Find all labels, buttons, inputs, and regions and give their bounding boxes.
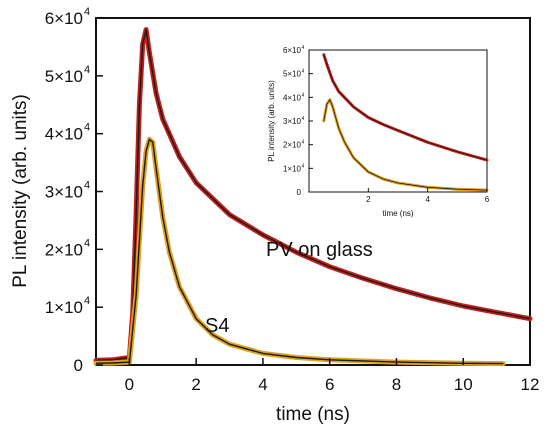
y-tick-label: 4×10 [283,93,302,102]
inset-ticks-layer: 2 4 601×10 42×10 43×10 44×10 45×10 46×10 4 [283,45,490,204]
y-tick-label: 0 [74,356,83,375]
y-tick-exponent: 4 [302,140,305,146]
main-series-layer [93,27,533,367]
y-tick-exponent: 4 [84,122,90,134]
fit-line-0 [95,28,531,362]
y-tick-label-group: 2×10 4 [283,140,305,150]
x-axis-title: time (ns) [276,404,350,425]
y-tick-label: 4×10 [45,125,83,144]
y-tick-label-group: 6×10 4 [283,45,305,55]
y-tick-label-group: 6×10 4 [45,6,90,28]
fit-line-1 [323,99,488,191]
annotation-pv-on-glass: PV on glass [266,239,373,261]
inset-y-axis-title: PL intensity (arb. units) [267,80,276,162]
y-tick-exponent: 4 [84,6,90,18]
y-tick-exponent: 4 [302,45,305,51]
y-tick-exponent: 4 [84,295,90,307]
y-tick-label-group: 4×10 4 [283,92,305,102]
y-tick-label: 1×10 [45,298,83,317]
y-tick-label: 2×10 [283,141,302,150]
x-tick-label: 0 [125,375,134,394]
y-tick-label-group: 3×10 4 [283,116,305,126]
y-axis-title: PL intensity (arb. units) [10,94,31,288]
y-tick-label-group: 0 [297,188,302,197]
y-tick-label: 1×10 [283,164,302,173]
y-tick-label: 2×10 [45,240,83,259]
y-tick-label: 6×10 [45,9,83,28]
y-tick-label-group: 1×10 4 [283,163,305,173]
y-tick-label: 3×10 [283,117,302,126]
y-tick-label-group: 4×10 4 [45,122,90,144]
x-tick-label: 6 [485,195,490,204]
y-tick-label: 0 [297,188,302,197]
y-tick-label-group: 5×10 4 [45,64,90,86]
inset-plot: 2 4 601×10 42×10 43×10 44×10 45×10 46×10 4 time … [267,45,490,218]
fit-line-0 [323,54,488,161]
x-tick-label: 4 [258,375,267,394]
y-tick-label-group: 2×10 4 [45,237,90,259]
y-tick-exponent: 4 [302,163,305,169]
x-tick-label: 6 [325,375,334,394]
x-tick-label: 12 [521,375,540,394]
y-tick-exponent: 4 [84,64,90,76]
y-tick-label: 5×10 [45,67,83,86]
y-tick-label-group: 3×10 4 [45,180,90,202]
x-tick-label: 2 [191,375,200,394]
y-tick-exponent: 4 [84,237,90,249]
x-tick-label: 4 [425,195,430,204]
x-tick-label: 8 [392,375,401,394]
y-tick-exponent: 4 [302,92,305,98]
x-tick-label: 10 [454,375,473,394]
y-tick-label-group: 1×10 4 [45,295,90,317]
inset-background [309,50,487,192]
y-tick-exponent: 4 [302,116,305,122]
y-tick-label: 6×10 [283,46,302,55]
inset-x-axis-title: time (ns) [382,209,413,218]
annotation-s4: S4 [205,315,229,337]
y-tick-label: 5×10 [283,70,302,79]
fit-line-1 [95,138,504,365]
y-tick-label-group: 5×10 4 [283,69,305,79]
y-tick-exponent: 4 [84,180,90,192]
y-tick-label: 3×10 [45,183,83,202]
y-tick-label-group: 0 [74,356,83,375]
x-tick-label: 2 [366,195,371,204]
y-tick-exponent: 4 [302,69,305,75]
inset-series-layer [322,53,489,192]
